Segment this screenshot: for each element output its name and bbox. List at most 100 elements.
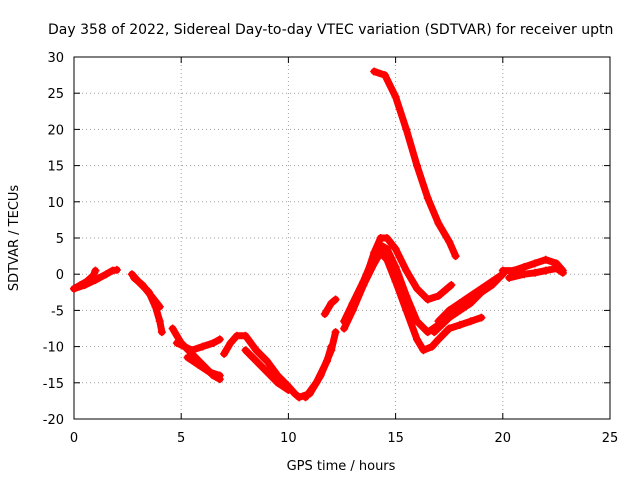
series-segment-q: [370, 67, 460, 261]
data-point: [168, 324, 177, 333]
series-segment-l: [301, 342, 336, 402]
data-point: [498, 266, 507, 275]
series-segment-d: [130, 273, 164, 311]
series-segment-p: [348, 248, 486, 355]
data-point: [505, 273, 514, 282]
data-point: [91, 275, 100, 284]
data-point: [434, 335, 443, 344]
data-point: [284, 386, 293, 395]
data-point: [147, 291, 156, 300]
data-point: [558, 268, 567, 277]
data-point: [445, 324, 454, 333]
data-point: [391, 277, 400, 286]
data-point: [402, 125, 411, 134]
y-tick-label: 10: [47, 196, 64, 211]
y-tick-label: 25: [47, 87, 64, 102]
series-line: [242, 346, 292, 394]
data-point: [241, 331, 250, 340]
series-line: [184, 354, 224, 380]
data-point: [380, 71, 389, 80]
data-point: [331, 328, 340, 337]
data-point: [370, 67, 379, 76]
data-point: [301, 393, 310, 402]
y-tick-label: 20: [47, 123, 64, 138]
data-point: [520, 270, 529, 279]
y-tick-label: 0: [56, 268, 64, 283]
data-point: [391, 92, 400, 101]
data-point: [157, 328, 166, 337]
x-tick-label: 15: [387, 431, 404, 446]
data-point: [232, 331, 241, 340]
y-tick-label: 5: [56, 232, 64, 247]
data-point: [428, 342, 437, 351]
data-point: [130, 273, 139, 282]
data-point: [413, 284, 422, 293]
data-point: [340, 317, 349, 326]
data-point: [413, 161, 422, 170]
data-point: [413, 335, 422, 344]
data-point: [262, 367, 271, 376]
data-point: [466, 317, 475, 326]
data-point: [445, 237, 454, 246]
data-point: [451, 252, 460, 261]
x-tick-label: 0: [70, 431, 78, 446]
y-tick-label: 30: [47, 51, 64, 66]
data-point: [226, 338, 235, 347]
data-point: [402, 266, 411, 275]
data-point: [383, 244, 392, 253]
series-segment-s: [434, 270, 507, 326]
y-tick-label: -10: [43, 341, 64, 356]
y-tick-label: -5: [51, 304, 64, 319]
series-line: [130, 274, 164, 311]
data-point: [434, 291, 443, 300]
data-point: [455, 320, 464, 329]
x-tick-label: 25: [602, 431, 619, 446]
data-point: [376, 248, 385, 257]
data-point: [241, 346, 250, 355]
y-tick-label: 15: [47, 160, 64, 175]
x-tick-label: 5: [177, 431, 185, 446]
data-point: [340, 324, 349, 333]
data-point: [391, 244, 400, 253]
data-point: [331, 295, 340, 304]
data-point: [198, 342, 207, 351]
data-point: [541, 255, 550, 264]
data-point: [430, 328, 439, 337]
data-point: [220, 349, 229, 358]
data-point: [455, 306, 464, 315]
data-point: [322, 357, 331, 366]
axis-ticks: 0 5 10 15 20 25 -20 -15 -10 -5 0 5 10 15 20 25 30: [43, 51, 619, 446]
y-tick-label: -20: [43, 413, 64, 428]
y-axis-label: SDTVAR / TECUs: [7, 185, 22, 292]
series-line: [302, 343, 335, 401]
data-point: [370, 259, 379, 268]
data-point: [290, 389, 299, 398]
data-point: [419, 346, 428, 355]
series-segment-u: [505, 264, 567, 282]
data-point: [327, 299, 336, 308]
data-point: [376, 241, 385, 250]
data-point: [70, 284, 78, 293]
data-point: [455, 299, 464, 308]
data-point: [262, 357, 271, 366]
data-point: [552, 264, 561, 273]
data-point: [477, 313, 486, 322]
data-point: [155, 302, 164, 311]
data-point: [434, 219, 443, 228]
data-point: [172, 338, 181, 347]
data-point: [312, 378, 321, 387]
data-point: [541, 266, 550, 275]
data-point: [423, 194, 432, 203]
data-point: [102, 270, 111, 279]
series-segment-g: [183, 353, 224, 380]
data-point: [215, 335, 224, 344]
x-tick-label: 20: [495, 431, 512, 446]
data-point: [447, 281, 456, 290]
series-segment-b: [70, 265, 121, 293]
data-point: [155, 317, 164, 326]
data-point: [327, 342, 336, 351]
data-point: [215, 371, 224, 380]
series-segment-f: [172, 335, 224, 355]
